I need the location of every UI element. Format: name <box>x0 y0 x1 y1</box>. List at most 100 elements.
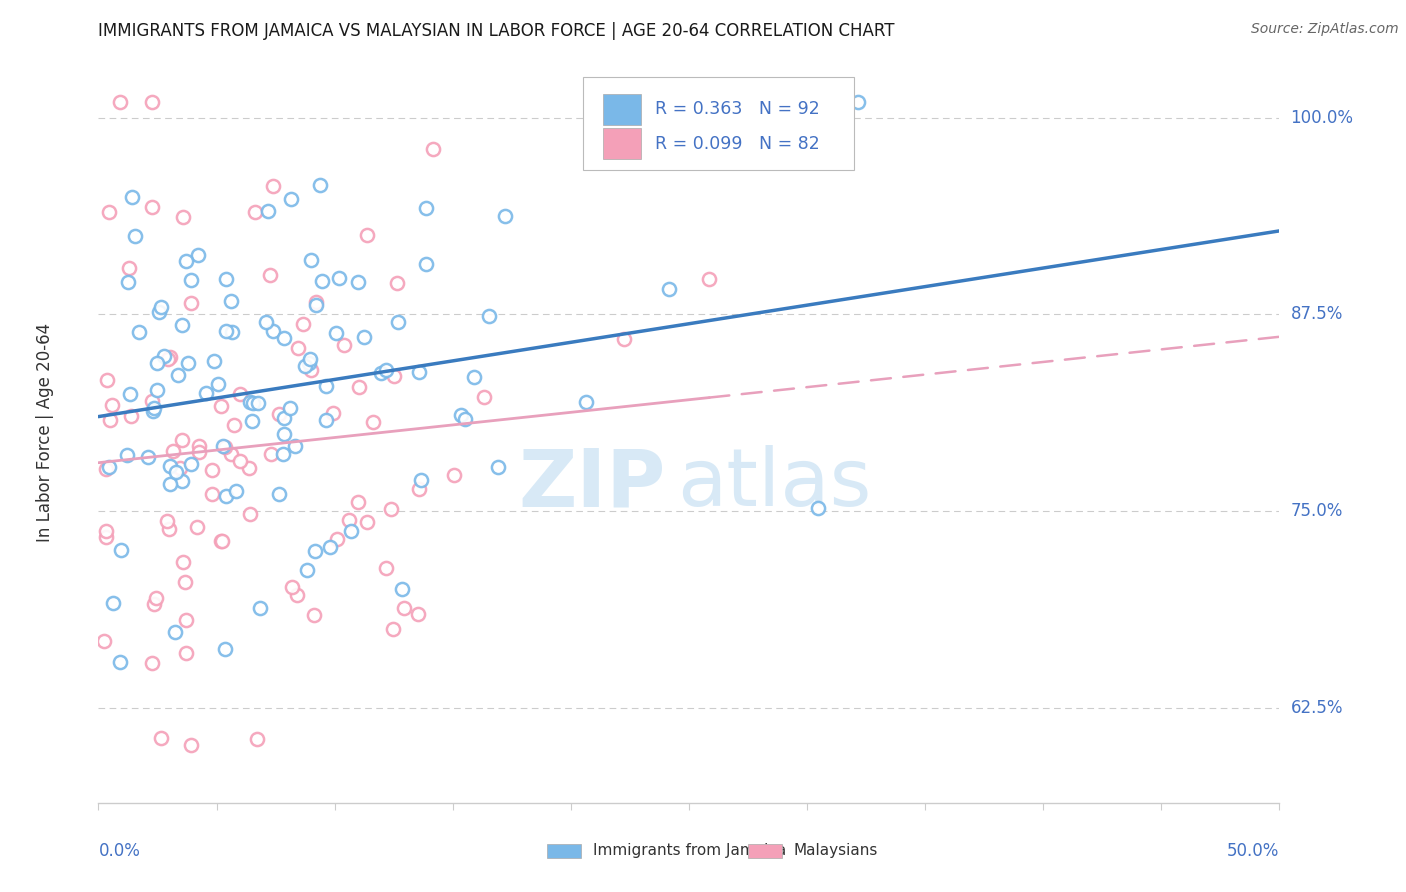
Point <box>391 582 413 597</box>
Point <box>322 406 344 420</box>
Point <box>408 483 430 497</box>
Point <box>340 524 363 539</box>
Point <box>392 601 415 615</box>
Point <box>370 366 392 380</box>
Point <box>450 408 472 422</box>
Point <box>658 281 681 295</box>
Text: 75.0%: 75.0% <box>1291 502 1343 520</box>
Point <box>214 324 236 338</box>
Point <box>141 200 163 214</box>
Point <box>172 433 194 447</box>
Point <box>239 507 262 521</box>
Point <box>254 315 277 329</box>
Point <box>143 597 166 611</box>
Point <box>96 462 118 476</box>
Point <box>269 407 291 421</box>
Point <box>356 227 378 242</box>
Point <box>315 379 337 393</box>
Text: 0.0%: 0.0% <box>98 842 141 860</box>
Point <box>385 276 408 290</box>
Point <box>172 475 194 489</box>
Point <box>110 543 132 558</box>
Point <box>382 368 405 383</box>
Point <box>408 365 430 379</box>
Point <box>96 524 118 539</box>
Point <box>108 95 131 109</box>
Point <box>415 201 437 215</box>
Point <box>273 427 295 442</box>
Point <box>228 387 250 401</box>
Point <box>201 486 224 500</box>
Point <box>263 178 285 193</box>
Point <box>146 383 169 397</box>
Text: In Labor Force | Age 20-64: In Labor Force | Age 20-64 <box>37 323 55 542</box>
Point <box>285 588 308 602</box>
Point <box>315 412 337 426</box>
Point <box>118 387 141 401</box>
Point <box>287 342 309 356</box>
Point <box>309 178 332 193</box>
Point <box>699 272 721 286</box>
Point <box>194 385 217 400</box>
Point <box>209 534 232 549</box>
Point <box>141 95 163 109</box>
Point <box>304 544 326 558</box>
FancyBboxPatch shape <box>582 78 855 169</box>
Point <box>187 439 209 453</box>
Point <box>806 500 828 515</box>
Text: 50.0%: 50.0% <box>1227 842 1279 860</box>
Point <box>110 655 132 669</box>
Point <box>141 656 163 670</box>
Point <box>215 272 238 286</box>
Point <box>121 409 143 423</box>
Point <box>361 415 384 429</box>
Point <box>201 463 224 477</box>
Point <box>145 591 167 606</box>
Point <box>100 398 122 412</box>
Point <box>472 390 495 404</box>
Point <box>157 352 180 367</box>
Point <box>98 412 121 426</box>
Point <box>159 351 181 365</box>
Point <box>454 412 477 426</box>
Point <box>325 326 347 341</box>
Point <box>295 563 318 577</box>
Point <box>219 446 242 460</box>
Point <box>136 450 159 465</box>
Point <box>280 192 302 206</box>
Point <box>281 580 304 594</box>
Point <box>141 394 163 409</box>
Point <box>204 354 226 368</box>
Point <box>477 309 499 323</box>
Point <box>375 363 398 377</box>
Point <box>298 351 321 366</box>
Point <box>249 600 271 615</box>
Point <box>170 318 193 332</box>
Point <box>353 329 375 343</box>
Point <box>215 489 238 503</box>
Point <box>165 465 187 479</box>
Point <box>162 444 184 458</box>
Point <box>148 305 170 319</box>
Point <box>422 142 444 156</box>
Point <box>238 395 260 409</box>
Point <box>187 445 209 459</box>
Point <box>332 337 354 351</box>
Text: Malaysians: Malaysians <box>794 844 879 858</box>
Point <box>380 502 402 516</box>
Point <box>294 359 316 373</box>
Point <box>240 414 263 428</box>
Point <box>101 596 124 610</box>
Point <box>319 540 342 554</box>
Point <box>180 273 202 287</box>
Point <box>172 210 194 224</box>
Point <box>238 461 260 475</box>
Point <box>156 514 179 528</box>
Point <box>328 270 350 285</box>
Point <box>246 731 269 746</box>
Text: 100.0%: 100.0% <box>1291 109 1354 127</box>
Point <box>225 483 247 498</box>
Point <box>411 473 433 487</box>
Point <box>214 440 236 454</box>
Point <box>124 229 146 244</box>
